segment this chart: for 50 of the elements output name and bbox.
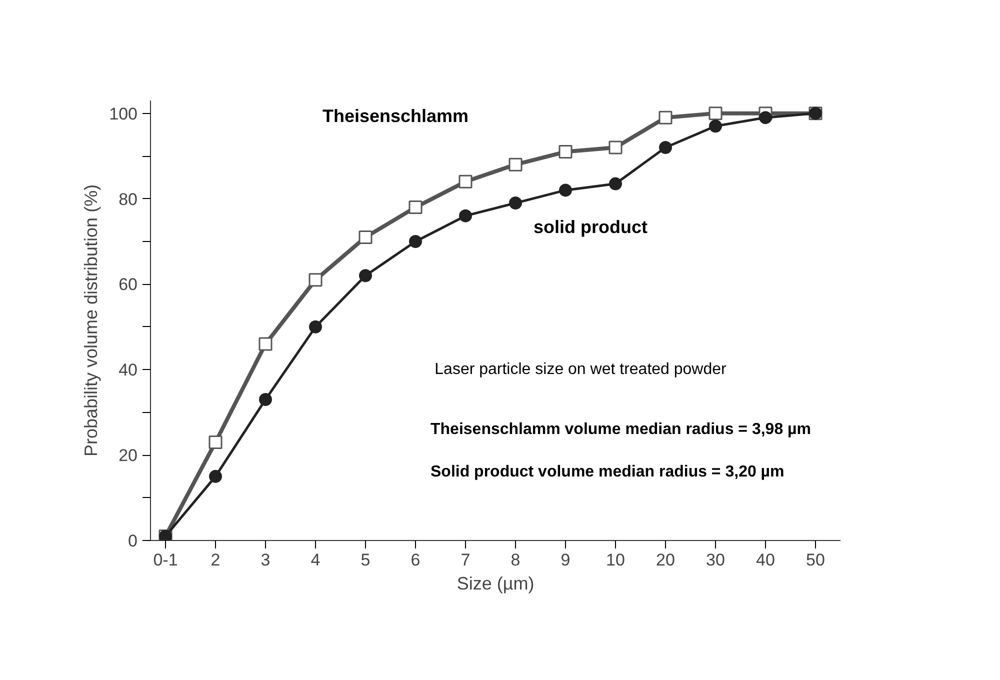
point bbox=[358, 230, 372, 244]
x-tick-label: 7 bbox=[460, 550, 470, 570]
x-tick-label: 0-1 bbox=[153, 550, 178, 570]
point bbox=[559, 184, 572, 197]
point bbox=[609, 177, 622, 190]
point bbox=[709, 120, 722, 133]
y-tick-label: 40 bbox=[118, 360, 138, 380]
x-tick-label: 3 bbox=[260, 550, 270, 570]
x-tick-label: 4 bbox=[310, 550, 320, 570]
y-tick-label: 0 bbox=[128, 532, 138, 550]
point bbox=[658, 110, 672, 124]
x-tick-label: 2 bbox=[210, 550, 220, 570]
point bbox=[509, 196, 522, 210]
series-label: solid product bbox=[534, 217, 648, 238]
x-axis-title: Size (µm) bbox=[456, 574, 534, 594]
text: Theisenschlamm bbox=[322, 106, 469, 126]
point bbox=[608, 140, 622, 154]
point bbox=[759, 111, 772, 124]
point bbox=[508, 158, 522, 172]
point bbox=[409, 234, 422, 248]
x-tick-label: 10 bbox=[606, 550, 625, 570]
annotation: Theisenschlamm volume median radius = 3,98 µm bbox=[430, 420, 811, 438]
x-tick-label: 30 bbox=[706, 550, 725, 570]
x-tick-label: 50 bbox=[806, 550, 825, 570]
point bbox=[408, 200, 422, 214]
annotation: Solid product volume median radius = 3,20 µm bbox=[430, 464, 784, 481]
x-tick-label: 40 bbox=[756, 550, 775, 570]
annotation: Laser particle size on wet treated powder bbox=[434, 361, 728, 378]
point bbox=[309, 320, 322, 334]
point bbox=[208, 436, 222, 449]
point bbox=[359, 269, 372, 282]
x-tick-label: 9 bbox=[560, 550, 570, 570]
x-tick-label: 8 bbox=[510, 550, 520, 570]
x-tick-label: 20 bbox=[656, 550, 675, 570]
y-tick-label: 100 bbox=[109, 104, 138, 124]
point bbox=[308, 273, 322, 287]
x-tick-label: 6 bbox=[410, 550, 420, 570]
point bbox=[458, 174, 472, 188]
point bbox=[659, 141, 672, 154]
point bbox=[258, 337, 272, 351]
point bbox=[209, 470, 222, 483]
point bbox=[708, 106, 722, 120]
y-axis-title: Probability volume distribution (%) bbox=[81, 184, 102, 457]
x-tick-label: 5 bbox=[360, 550, 370, 570]
y-tick-label: 20 bbox=[118, 446, 138, 466]
y-tick-label: 60 bbox=[118, 275, 138, 294]
point bbox=[259, 393, 272, 406]
point bbox=[459, 209, 472, 222]
y-tick-label: 80 bbox=[118, 190, 138, 209]
point bbox=[558, 145, 572, 159]
